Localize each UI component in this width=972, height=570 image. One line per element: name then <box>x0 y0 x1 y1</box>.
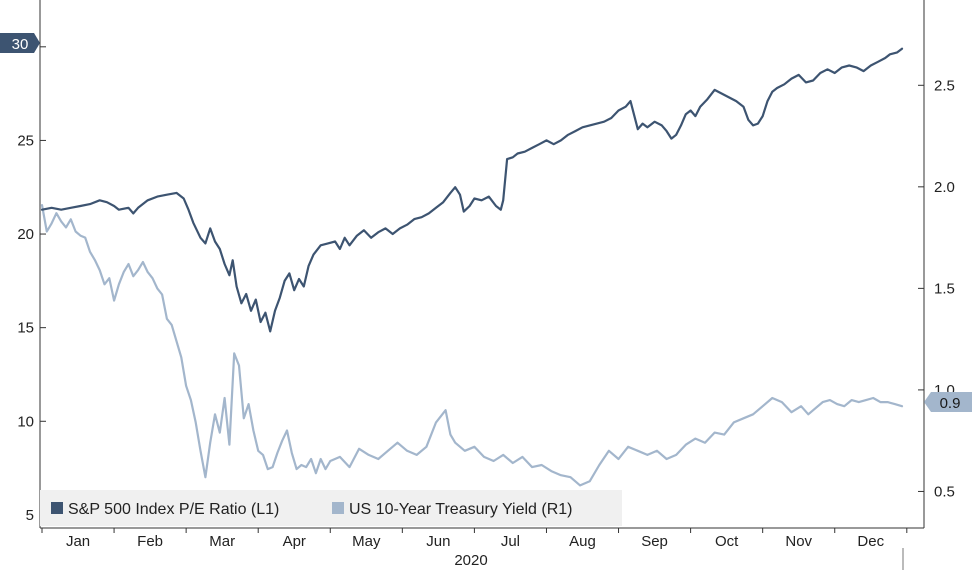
x-axis-ticks: Jan Feb Mar Apr May Jun Jul Aug Sep Oct Nov Dec <box>41 528 908 550</box>
last-value-label-pe: 30 <box>12 36 29 53</box>
left-axis-ticks: 5 10 15 20 25 <box>17 46 46 524</box>
legend: S&P 500 Index P/E Ratio (L1) US 10-Year … <box>40 490 622 526</box>
month-label: Jan <box>66 533 90 550</box>
left-tick-label: 10 <box>17 413 34 430</box>
left-tick-label: 25 <box>17 132 34 149</box>
left-tick-label: 20 <box>17 226 34 243</box>
left-tick-label: 5 <box>26 507 34 524</box>
legend-label-pe: S&P 500 Index P/E Ratio (L1) <box>68 501 279 518</box>
month-label: Jul <box>501 533 520 550</box>
left-tick-label: 15 <box>17 320 34 337</box>
month-label: Aug <box>569 533 596 550</box>
x-axis-label: 2020 <box>454 552 487 569</box>
right-tick-label: 0.5 <box>934 483 955 500</box>
month-label: Nov <box>785 533 812 550</box>
month-label: Feb <box>137 533 163 550</box>
last-value-tag-pe: 30 <box>0 33 40 53</box>
legend-background <box>40 490 622 526</box>
month-label: Jun <box>426 533 450 550</box>
last-value-tag-yield: 0.9 <box>924 392 972 412</box>
last-value-label-yield: 0.9 <box>940 395 961 412</box>
month-label: Oct <box>715 533 739 550</box>
month-label: Dec <box>857 533 884 550</box>
last-value-tag-yield-shape <box>924 392 972 412</box>
month-label: Sep <box>641 533 668 550</box>
legend-label-yield: US 10-Year Treasury Yield (R1) <box>349 501 573 518</box>
last-value-tag-pe-shape <box>0 33 40 53</box>
series-line-pe-ratio <box>40 47 904 333</box>
legend-swatch-yield <box>332 502 344 514</box>
right-tick-label: 2.5 <box>934 77 955 94</box>
month-label: Apr <box>283 533 306 550</box>
series-layer <box>40 47 904 487</box>
legend-swatch-pe <box>51 502 63 514</box>
series-line-treasury-yield <box>40 204 904 487</box>
month-label: May <box>352 533 381 550</box>
right-tick-label: 1.5 <box>934 280 955 297</box>
right-tick-label: 2.0 <box>934 179 955 196</box>
month-label: Mar <box>209 533 235 550</box>
